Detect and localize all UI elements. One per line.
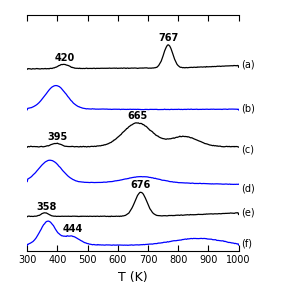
Text: (b): (b) bbox=[241, 103, 255, 113]
Text: 665: 665 bbox=[127, 111, 148, 121]
Text: 358: 358 bbox=[36, 202, 56, 212]
Text: (c): (c) bbox=[241, 145, 254, 155]
Text: 767: 767 bbox=[158, 33, 178, 43]
Text: (a): (a) bbox=[241, 60, 255, 69]
Text: (f): (f) bbox=[241, 238, 252, 248]
Text: 395: 395 bbox=[47, 132, 68, 142]
Text: 444: 444 bbox=[63, 224, 83, 234]
Text: (e): (e) bbox=[241, 208, 255, 218]
X-axis label: T (K): T (K) bbox=[118, 271, 148, 284]
Text: 420: 420 bbox=[55, 53, 75, 63]
Text: (d): (d) bbox=[241, 183, 255, 193]
Text: 676: 676 bbox=[131, 180, 151, 190]
